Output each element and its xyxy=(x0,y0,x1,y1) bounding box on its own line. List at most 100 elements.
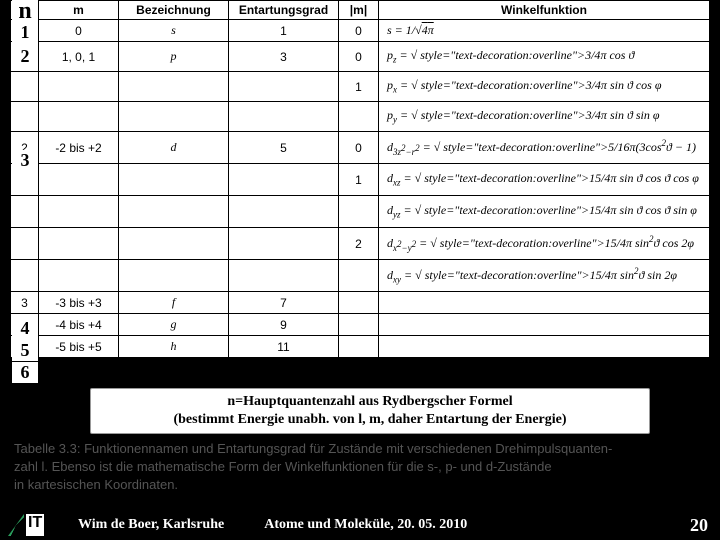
table-row: dyz = √ style="text-decoration:overline"… xyxy=(11,196,710,228)
table-row: 2-2 bis +2d50d3z2−r2 = √ style="text-dec… xyxy=(11,132,710,164)
cell-bez: f xyxy=(119,292,229,314)
col-ent: Entartungsgrad xyxy=(229,1,339,20)
cell-bez xyxy=(119,228,229,260)
cell-wf: py = √ style="text-decoration:overline">… xyxy=(379,102,710,132)
table-row: 00s10s = 1/√4π xyxy=(11,20,710,42)
cell-ent: 9 xyxy=(229,314,339,336)
table-row: 5-5 bis +5h11 xyxy=(11,336,710,358)
cell-l xyxy=(11,260,39,292)
cell-wf xyxy=(379,314,710,336)
quantum-table: l m Bezeichnung Entartungsgrad |m| Winke… xyxy=(10,0,710,358)
cell-bez xyxy=(119,164,229,196)
cell-ent: 7 xyxy=(229,292,339,314)
cell-absm: 0 xyxy=(339,42,379,72)
table-row: 1dxz = √ style="text-decoration:overline… xyxy=(11,164,710,196)
n-label-4: 4 xyxy=(12,318,38,339)
cell-wf: dyz = √ style="text-decoration:overline"… xyxy=(379,196,710,228)
cell-m: -5 bis +5 xyxy=(39,336,119,358)
cell-wf: dxz = √ style="text-decoration:overline"… xyxy=(379,164,710,196)
cell-l: 3 xyxy=(11,292,39,314)
n-label-2: 2 xyxy=(12,46,38,67)
cell-wf xyxy=(379,292,710,314)
cell-ent xyxy=(229,196,339,228)
cell-m: 1, 0, 1 xyxy=(39,42,119,72)
cell-bez xyxy=(119,72,229,102)
ghost-line2: zahl l. Ebenso ist die mathematische For… xyxy=(14,458,714,476)
cell-wf: dxy = √ style="text-decoration:overline"… xyxy=(379,260,710,292)
caption-line2: (bestimmt Energie unabh. von l, m, daher… xyxy=(99,411,641,429)
cell-wf: dx2−y2 = √ style="text-decoration:overli… xyxy=(379,228,710,260)
cell-ent: 11 xyxy=(229,336,339,358)
n-label-3: 3 xyxy=(12,150,38,171)
cell-m: -2 bis +2 xyxy=(39,132,119,164)
cell-l xyxy=(11,228,39,260)
quantum-table-wrap: l m Bezeichnung Entartungsgrad |m| Winke… xyxy=(10,0,710,358)
cell-absm xyxy=(339,102,379,132)
cell-wf: s = 1/√4π xyxy=(379,20,710,42)
table-body: 00s10s = 1/√4π11, 0, 1p30pz = √ style="t… xyxy=(11,20,710,358)
cell-bez: d xyxy=(119,132,229,164)
cell-ent xyxy=(229,260,339,292)
cell-m xyxy=(39,228,119,260)
cell-absm xyxy=(339,314,379,336)
caption-box: n=Hauptquantenzahl aus Rydbergscher Form… xyxy=(90,388,650,434)
cell-bez: g xyxy=(119,314,229,336)
cell-l xyxy=(11,196,39,228)
cell-absm: 1 xyxy=(339,164,379,196)
cell-m xyxy=(39,72,119,102)
cell-m xyxy=(39,196,119,228)
cell-m xyxy=(39,102,119,132)
cell-bez xyxy=(119,196,229,228)
cell-bez xyxy=(119,260,229,292)
cell-wf: d3z2−r2 = √ style="text-decoration:overl… xyxy=(379,132,710,164)
ghost-line3: in kartesischen Koordinaten. xyxy=(14,476,714,494)
col-m: m xyxy=(39,1,119,20)
cell-m xyxy=(39,260,119,292)
cell-absm: 1 xyxy=(339,72,379,102)
cell-ent xyxy=(229,164,339,196)
cell-bez: s xyxy=(119,20,229,42)
footer-author: Wim de Boer, Karlsruhe xyxy=(78,517,224,533)
cell-m: -4 bis +4 xyxy=(39,314,119,336)
cell-wf: pz = √ style="text-decoration:overline">… xyxy=(379,42,710,72)
cell-m: 0 xyxy=(39,20,119,42)
table-row: py = √ style="text-decoration:overline">… xyxy=(11,102,710,132)
cell-l xyxy=(11,102,39,132)
cell-absm xyxy=(339,336,379,358)
cell-wf xyxy=(379,336,710,358)
table-row: 1px = √ style="text-decoration:overline"… xyxy=(11,72,710,102)
table-row: 3-3 bis +3f7 xyxy=(11,292,710,314)
cell-absm: 0 xyxy=(339,132,379,164)
n-label-5: 5 xyxy=(12,340,38,361)
kit-logo: IT xyxy=(8,514,48,536)
cell-ent xyxy=(229,102,339,132)
page-number: 20 xyxy=(690,515,708,536)
table-header-row: l m Bezeichnung Entartungsgrad |m| Winke… xyxy=(11,1,710,20)
cell-bez: p xyxy=(119,42,229,72)
ghost-line1: Tabelle 3.3: Funktionennamen und Entartu… xyxy=(14,440,714,458)
table-row: dxy = √ style="text-decoration:overline"… xyxy=(11,260,710,292)
col-bez: Bezeichnung xyxy=(119,1,229,20)
n-label-1: 1 xyxy=(12,22,38,43)
table-row: 2dx2−y2 = √ style="text-decoration:overl… xyxy=(11,228,710,260)
cell-m: -3 bis +3 xyxy=(39,292,119,314)
cell-ent xyxy=(229,72,339,102)
cell-absm: 2 xyxy=(339,228,379,260)
caption-line1: n=Hauptquantenzahl aus Rydbergscher Form… xyxy=(99,393,641,411)
cell-m xyxy=(39,164,119,196)
col-wf: Winkelfunktion xyxy=(379,1,710,20)
cell-bez: h xyxy=(119,336,229,358)
col-absm: |m| xyxy=(339,1,379,20)
n-label-6: 6 xyxy=(12,362,38,383)
cell-absm xyxy=(339,260,379,292)
cell-bez xyxy=(119,102,229,132)
cell-absm xyxy=(339,196,379,228)
footer-title: Atome und Moleküle, 20. 05. 2010 xyxy=(264,517,467,533)
table-row: 11, 0, 1p30pz = √ style="text-decoration… xyxy=(11,42,710,72)
cell-ent: 1 xyxy=(229,20,339,42)
footer: IT Wim de Boer, Karlsruhe Atome und Mole… xyxy=(0,510,720,540)
cell-wf: px = √ style="text-decoration:overline">… xyxy=(379,72,710,102)
cell-absm xyxy=(339,292,379,314)
table-row: 4-4 bis +4g9 xyxy=(11,314,710,336)
cell-absm: 0 xyxy=(339,20,379,42)
